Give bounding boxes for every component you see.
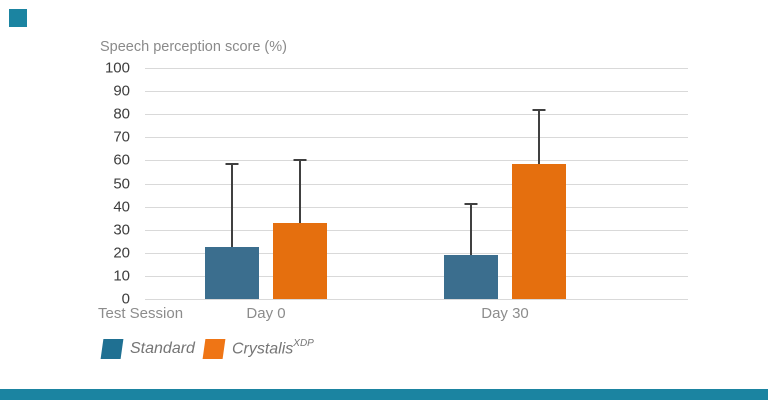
error-bar <box>299 160 301 223</box>
error-bar <box>470 204 472 256</box>
gridline <box>145 160 688 162</box>
x-category-label: Day 0 <box>246 305 286 322</box>
error-bar-cap <box>225 162 239 165</box>
y-axis-tick-label: 40 <box>113 198 130 216</box>
legend-swatch <box>202 339 226 359</box>
chart-title: Speech perception score (%) <box>100 39 287 55</box>
error-bar <box>538 109 540 164</box>
y-axis-tick-label: 80 <box>113 105 130 123</box>
legend-item-standard: Standard <box>100 339 195 359</box>
legend: Standard CrystalisXDP <box>100 338 314 359</box>
y-axis-tick-label: 90 <box>113 82 130 100</box>
y-axis-tick-label: 10 <box>113 267 130 285</box>
y-axis-tick-label: 100 <box>104 59 130 77</box>
bar-crystalis-day30 <box>512 163 566 299</box>
gridline <box>145 114 688 116</box>
gridline <box>145 183 688 185</box>
legend-label: CrystalisXDP <box>231 338 314 358</box>
gridline <box>145 68 688 69</box>
gridline <box>145 137 688 139</box>
bottom-accent-bar <box>0 389 768 400</box>
error-bar-cap <box>293 159 307 162</box>
x-category-label: Day 30 <box>481 305 529 322</box>
y-axis-tick-label: 60 <box>113 151 130 169</box>
error-bar-cap <box>532 108 546 111</box>
bar-crystalis-day0 <box>273 222 327 299</box>
bar-standard-day30 <box>444 255 498 299</box>
legend-swatch <box>100 339 124 359</box>
x-axis-label: Test Session <box>98 305 184 322</box>
y-axis-tick-label: 70 <box>113 128 130 146</box>
y-axis-tick-label: 0 <box>121 290 130 308</box>
legend-label: Standard <box>130 340 195 357</box>
gridline <box>145 91 688 93</box>
gridline <box>145 206 688 208</box>
corner-accent-square <box>9 9 27 27</box>
error-bar-cap <box>464 203 478 206</box>
y-axis-tick-label: 50 <box>113 175 130 192</box>
y-axis-tick-label: 20 <box>113 244 130 262</box>
y-axis-tick-label: 30 <box>113 221 130 239</box>
legend-item-crystalis: CrystalisXDP <box>202 338 314 359</box>
gridline <box>145 229 688 231</box>
bar-standard-day0 <box>205 247 259 299</box>
gridline <box>145 275 688 277</box>
gridline <box>145 252 688 254</box>
gridline <box>145 299 688 300</box>
error-bar <box>231 163 233 248</box>
